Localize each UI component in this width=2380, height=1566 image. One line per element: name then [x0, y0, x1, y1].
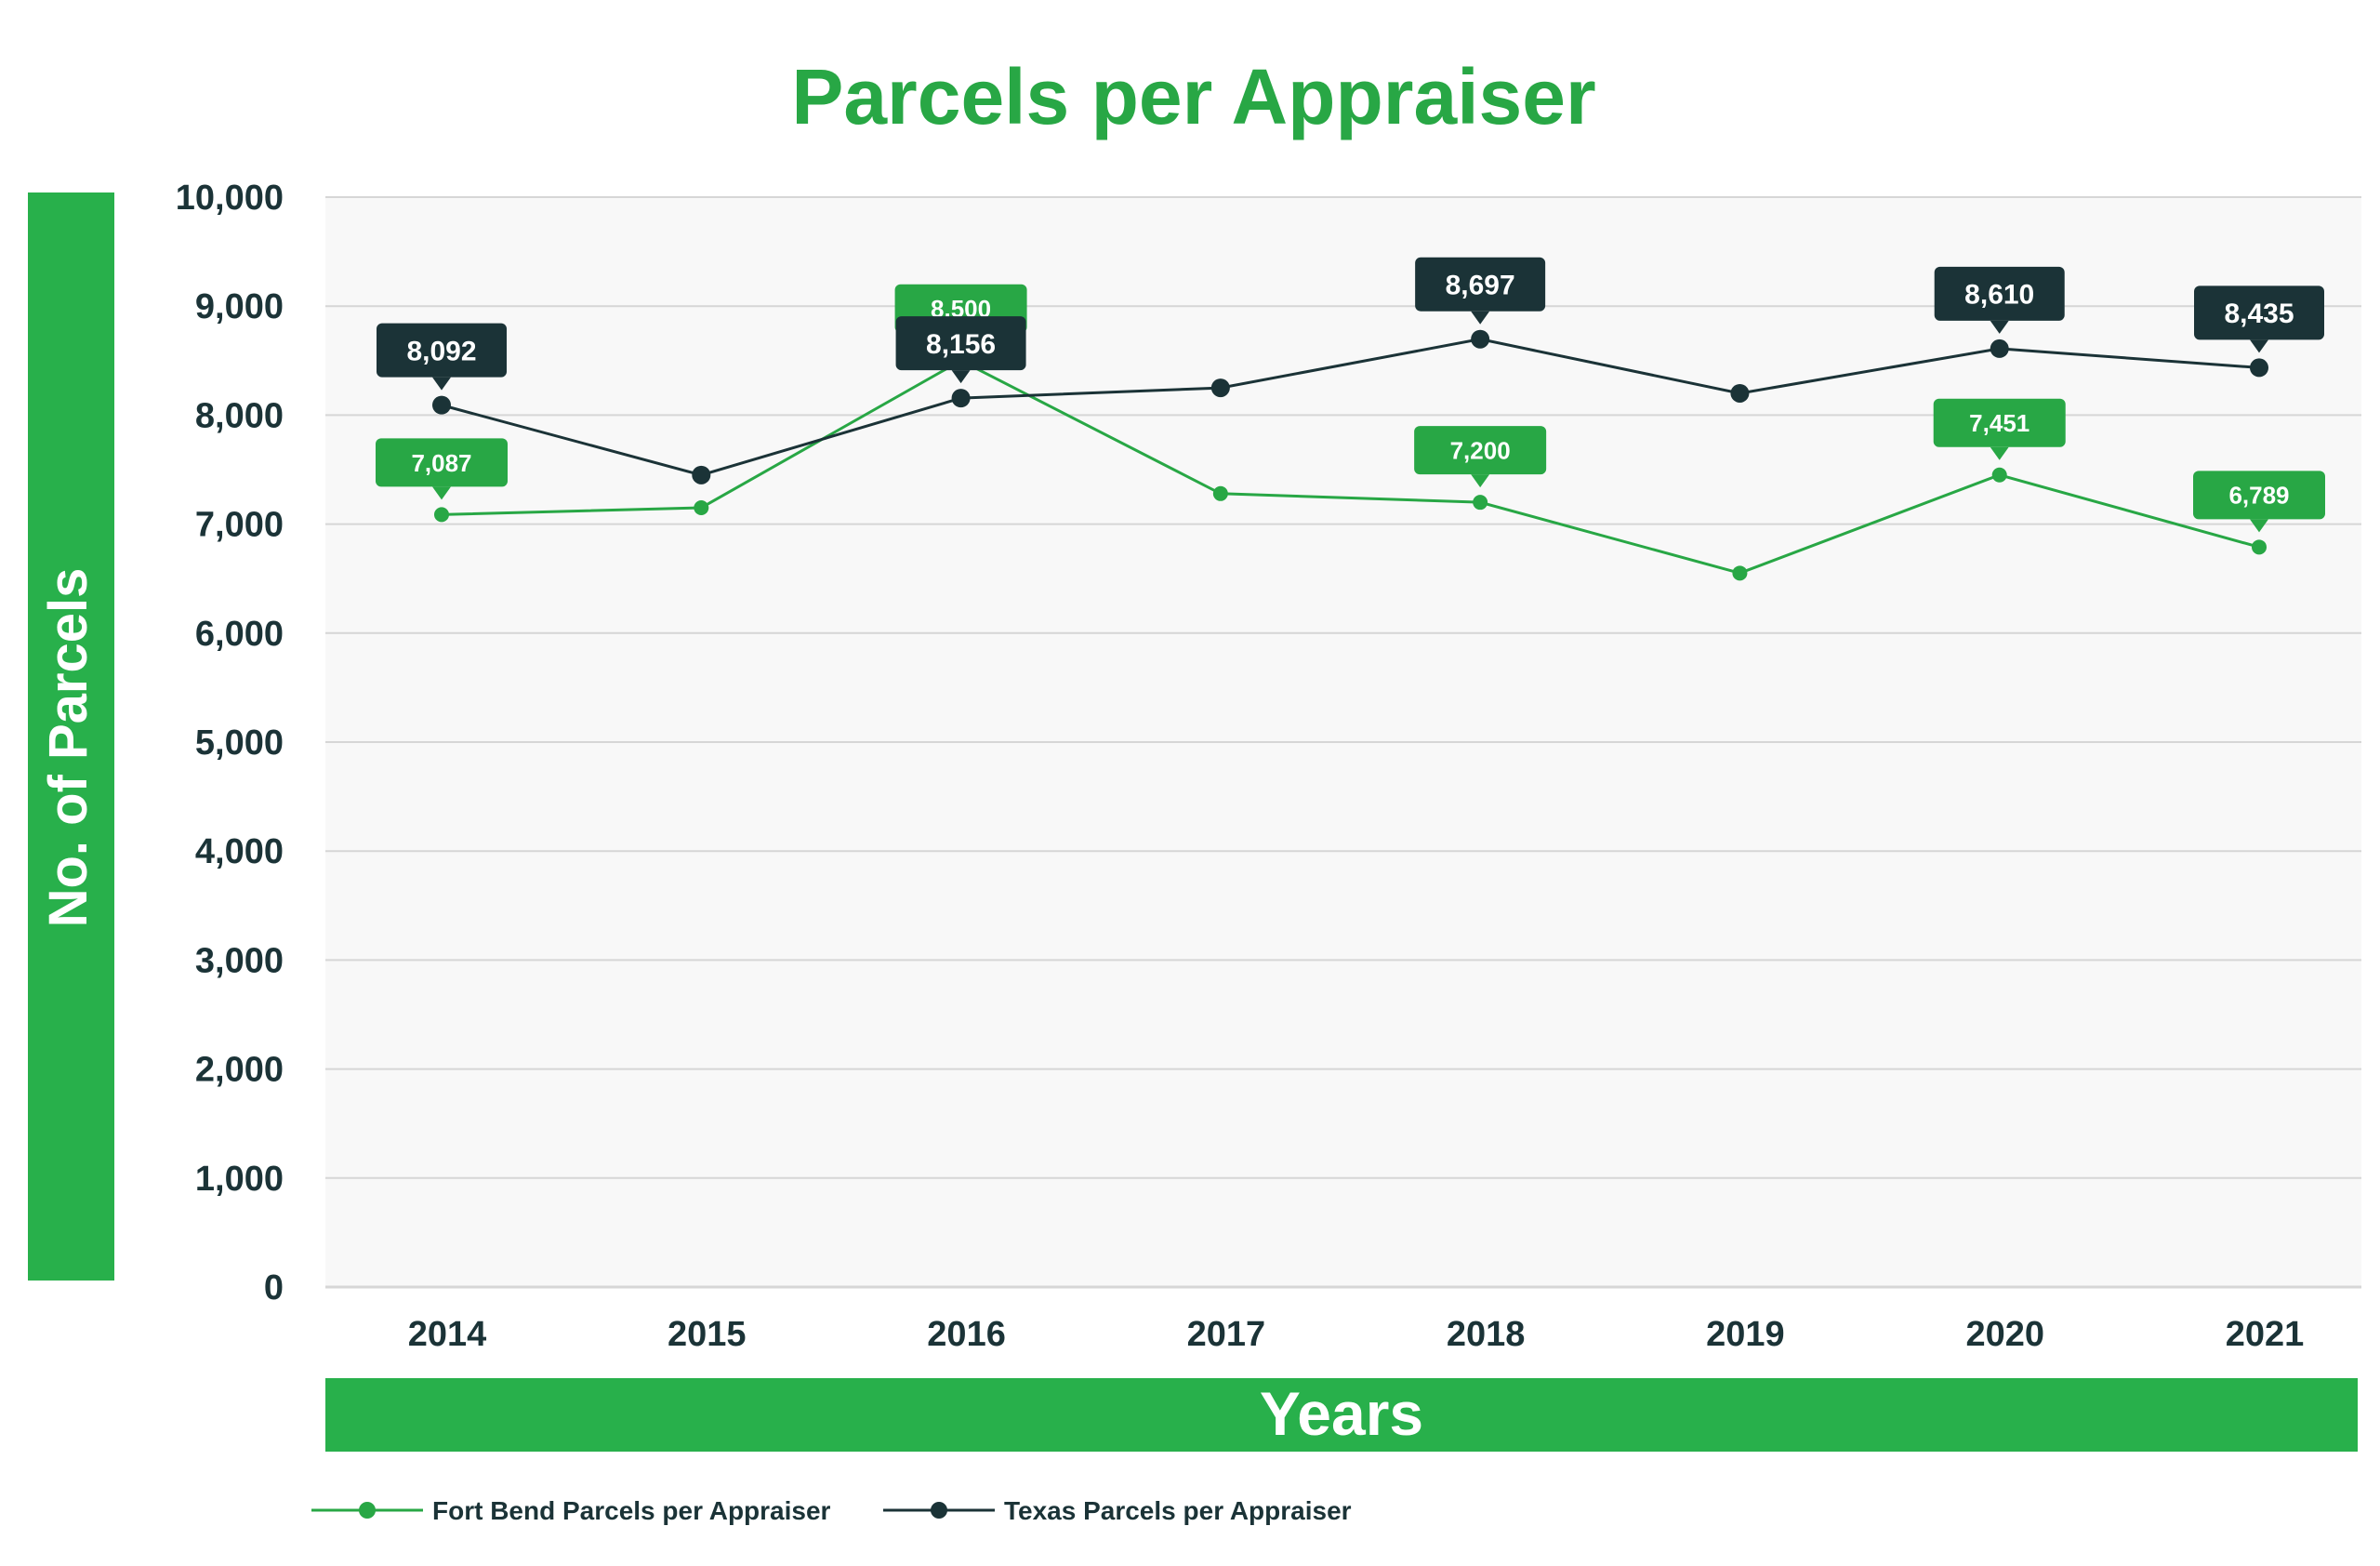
data-label: 8,156	[926, 329, 996, 360]
data-label-pointer	[1471, 311, 1490, 325]
y-tick-label: 0	[264, 1268, 284, 1307]
data-label-pointer	[2250, 519, 2268, 533]
data-point	[1732, 565, 1748, 581]
data-point	[1210, 378, 1230, 398]
data-label-box	[1933, 398, 2066, 447]
data-point	[1473, 495, 1488, 511]
y-tick-label: 7,000	[195, 506, 284, 545]
y-tick-label: 6,000	[195, 615, 284, 654]
legend-marker	[359, 1502, 376, 1519]
data-label-box	[1415, 257, 1546, 312]
data-label-box	[2194, 285, 2324, 340]
data-point	[1991, 467, 2007, 483]
y-tick-label: 5,000	[195, 723, 284, 763]
data-point	[694, 500, 709, 516]
x-axis-ticks: 2014 2015 2016 2017 2018 2019 2020 2021	[408, 1315, 2305, 1354]
chart-title: Parcels per Appraiser	[791, 53, 1595, 140]
y-tick-label: 3,000	[195, 941, 284, 980]
data-label: 7,087	[411, 449, 471, 477]
x-tick-label: 2015	[668, 1315, 747, 1354]
data-label: 8,610	[1964, 280, 2034, 311]
legend-marker	[931, 1502, 947, 1519]
data-label-pointer	[951, 370, 971, 384]
legend: Fort Bend Parcels per Appraiser Texas Par…	[311, 1496, 1352, 1525]
y-axis-label: No. of Parcels	[38, 568, 99, 928]
y-tick-label: 1,000	[195, 1160, 284, 1199]
data-label-pointer	[1990, 320, 2009, 334]
data-label: 8,435	[2224, 299, 2294, 329]
data-label-pointer	[1990, 446, 2009, 460]
data-label-box	[376, 438, 508, 487]
y-axis-ticks: 0 1,000 2,000 3,000 4,000 5,000 6,000 7,000 8,00…	[176, 179, 284, 1307]
data-label-pointer	[432, 486, 451, 500]
data-point	[1471, 329, 1490, 349]
legend-label: Fort Bend Parcels per Appraiser	[432, 1496, 831, 1525]
data-label-box	[1414, 426, 1547, 475]
data-label-box	[377, 323, 507, 378]
data-point	[434, 507, 449, 523]
data-point	[2252, 539, 2267, 555]
data-point	[951, 389, 971, 408]
x-tick-label: 2021	[2226, 1315, 2305, 1354]
x-axis-label: Years	[1260, 1379, 1423, 1448]
data-label: 7,200	[1450, 437, 1511, 465]
data-label: 7,451	[1969, 409, 2030, 437]
x-tick-label: 2016	[927, 1315, 1006, 1354]
data-label: 6,789	[2228, 482, 2289, 510]
x-tick-label: 2018	[1447, 1315, 1526, 1354]
y-tick-label: 2,000	[195, 1051, 284, 1090]
series-line-fort-bend	[441, 359, 2260, 575]
x-tick-label: 2014	[408, 1315, 487, 1354]
legend-label: Texas Parcels per Appraiser	[1004, 1496, 1352, 1525]
data-label-pointer	[1471, 474, 1490, 488]
data-label-pointer	[432, 377, 451, 391]
x-tick-label: 2019	[1706, 1315, 1785, 1354]
series-lines	[432, 329, 2268, 581]
x-tick-label: 2020	[1965, 1315, 2044, 1354]
data-point	[1730, 383, 1750, 403]
y-tick-label: 8,000	[195, 396, 284, 435]
y-tick-label: 4,000	[195, 832, 284, 871]
data-point	[1990, 338, 2009, 358]
data-point	[2250, 358, 2268, 378]
y-axis-label-bar	[28, 192, 114, 1281]
data-label: 8,697	[1446, 271, 1515, 301]
y-tick-label: 10,000	[176, 179, 284, 218]
x-axis-label-bar	[325, 1378, 2358, 1452]
x-tick-label: 2017	[1187, 1315, 1266, 1354]
data-label-pointer	[2250, 339, 2268, 353]
data-point	[432, 395, 451, 415]
data-point	[692, 465, 711, 484]
data-point	[1212, 485, 1228, 501]
data-label-box	[2193, 471, 2325, 520]
y-tick-label: 9,000	[195, 287, 284, 326]
data-label: 8,092	[406, 336, 476, 366]
data-label-box	[1934, 266, 2065, 321]
series-line-texas	[441, 338, 2260, 477]
data-label-box	[895, 316, 1026, 371]
